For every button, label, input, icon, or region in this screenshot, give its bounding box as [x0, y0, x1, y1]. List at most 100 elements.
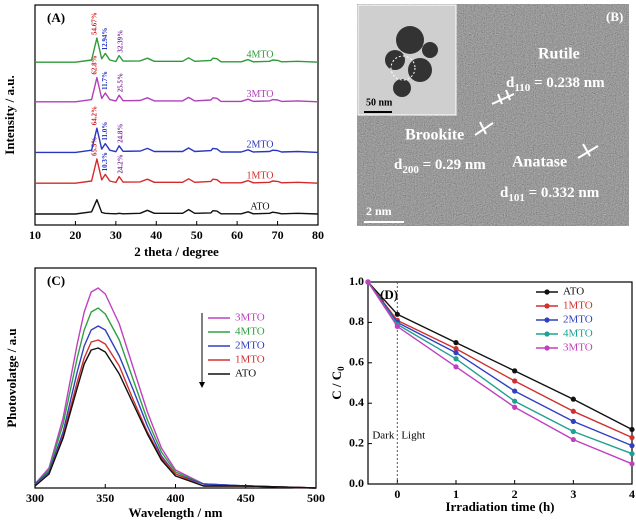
- panel-label: (A): [47, 10, 65, 25]
- data-point: [365, 279, 371, 285]
- x-tick-label: 0: [394, 487, 400, 501]
- data-point: [512, 368, 518, 374]
- x-axis-label: Irradiation time (h): [445, 499, 554, 514]
- y-axis-label: Photovolatge / a.u: [4, 328, 19, 427]
- data-point: [629, 451, 635, 457]
- series-line: [367, 281, 633, 439]
- legend-label: 1MTO: [235, 354, 265, 366]
- x-tick-label: 70: [272, 228, 284, 242]
- peak-label: 11.0%: [101, 122, 109, 141]
- x-axis-label: 2 theta / degree: [134, 244, 219, 259]
- legend-marker: [544, 345, 550, 351]
- series-line: [367, 281, 633, 455]
- series-label: ATO: [250, 201, 269, 212]
- data-point: [512, 398, 518, 404]
- d-spacing: d200 = 0.29 nm: [394, 157, 486, 175]
- data-point: [570, 428, 576, 435]
- y-axis-label-text: C / C: [329, 371, 344, 400]
- annotation: Dark: [372, 430, 394, 442]
- peak-label: 65.5%: [90, 137, 98, 156]
- panel-label: (B): [606, 9, 623, 24]
- x-tick-label: 50: [191, 228, 203, 242]
- plot-frame: [34, 4, 319, 226]
- scale-label: 2 nm: [366, 204, 392, 218]
- data-point: [570, 418, 576, 424]
- x-tick-label: 80: [312, 228, 324, 242]
- peak-label: 11.7%: [101, 71, 109, 90]
- data-point: [629, 461, 635, 467]
- x-tick-label: 40: [150, 228, 162, 242]
- series-line: [34, 307, 317, 489]
- series-line: [367, 281, 633, 465]
- y-tick-label: 0.6: [349, 355, 364, 369]
- data-point: [394, 311, 400, 317]
- plot-frame: [34, 267, 317, 489]
- series-line: [367, 281, 633, 447]
- legend-marker: [544, 331, 550, 337]
- x-tick-label: 2: [512, 487, 518, 501]
- inset-scale-label: 50 nm: [366, 97, 393, 108]
- phase-label: Rutile: [538, 46, 580, 63]
- x-tick-label: 500: [307, 491, 325, 505]
- phase-label: Brookite: [405, 127, 464, 144]
- peak-label: 64.2%: [90, 106, 98, 125]
- y-tick-label: 0.2: [349, 435, 364, 449]
- legend-label: ATO: [235, 368, 256, 380]
- series-label: 3MTO: [246, 89, 273, 100]
- legend-label: 3MTO: [563, 342, 593, 354]
- data-point: [394, 323, 400, 330]
- series-line: [367, 281, 633, 431]
- x-tick-label: 450: [237, 491, 255, 505]
- peak-label: 25.5%: [117, 73, 125, 92]
- series-line: [34, 347, 317, 489]
- tem-panel: 50 nm 2 nm (B) Rutile Brookite Anatase d…: [357, 4, 629, 226]
- series-line: [35, 76, 319, 103]
- peak-label: 32.39%: [117, 30, 125, 53]
- phase-label: Anatase: [512, 154, 567, 171]
- x-tick-label: 60: [231, 228, 243, 242]
- legend-label: 1MTO: [563, 300, 593, 312]
- x-tick-label: 20: [69, 228, 81, 242]
- lattice-markers: [474, 89, 599, 159]
- series-label: 4MTO: [246, 49, 273, 60]
- x-tick-label: 3: [570, 487, 576, 501]
- data-point: [453, 364, 459, 370]
- series-line: [35, 158, 319, 184]
- legend-label: 4MTO: [563, 328, 593, 340]
- y-axis-label-text: Intensity / a.u.: [2, 75, 17, 154]
- legend-label: ATO: [563, 286, 584, 298]
- d-spacing: d101 = 0.332 nm: [500, 185, 600, 203]
- data-point: [629, 426, 635, 433]
- y-axis-label: Intensity / a.u.: [2, 75, 17, 154]
- y-tick-label: 1.0: [349, 274, 364, 288]
- peak-label: 54.67%: [90, 12, 98, 35]
- series-line: [34, 325, 317, 489]
- data-point: [453, 346, 459, 352]
- legend-label: 2MTO: [235, 340, 265, 352]
- legend-label: 4MTO: [235, 326, 265, 338]
- peak-label: 62.8%: [90, 55, 98, 74]
- x-tick-label: 1: [453, 487, 459, 501]
- series-label: 1MTO: [246, 170, 273, 181]
- peak-label: 10.3%: [101, 152, 109, 171]
- y-axis-label: C / C0: [329, 366, 346, 400]
- x-tick-label: 400: [167, 491, 185, 505]
- data-point: [570, 396, 576, 402]
- y-tick-label: 0.8: [349, 314, 364, 328]
- legend-marker: [544, 303, 550, 309]
- y-axis-label-sub: 0: [336, 366, 346, 371]
- series-line: [35, 127, 319, 154]
- y-tick-label: 0.0: [349, 476, 364, 490]
- peak-label: 24.2%: [117, 154, 125, 173]
- legend-marker: [544, 317, 550, 323]
- data-point: [453, 350, 459, 356]
- data-point: [629, 443, 635, 449]
- peak-label: 12.94%: [101, 28, 109, 51]
- inset-circle: [390, 55, 416, 81]
- inset-particles: [385, 26, 438, 97]
- panel-label: (C): [47, 273, 65, 288]
- series-line: [35, 37, 319, 63]
- legend-arrow-head: [199, 382, 205, 388]
- annotation: Light: [401, 430, 425, 442]
